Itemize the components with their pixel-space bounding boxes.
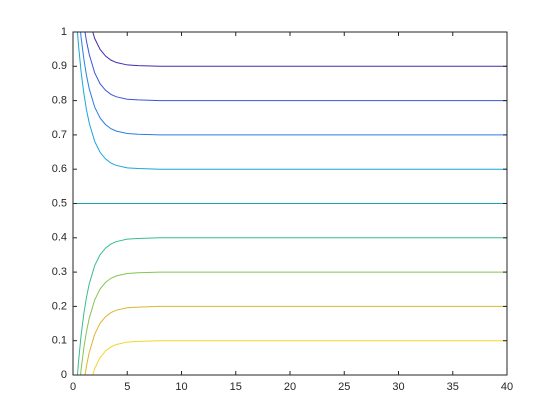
- series-line: [84, 32, 507, 102]
- series-line: [84, 305, 507, 375]
- y-tick-label: 0.4: [52, 232, 67, 244]
- plot-lines: [73, 32, 507, 375]
- x-tick-label: 25: [338, 381, 350, 393]
- y-tick-label: 0.5: [52, 197, 67, 209]
- y-tick-label: 0.3: [52, 266, 67, 278]
- series-line: [92, 340, 507, 375]
- x-tick-label: 10: [175, 381, 187, 393]
- y-tick-label: 0.2: [52, 300, 67, 312]
- x-tick-label: 5: [124, 381, 130, 393]
- series-line: [76, 32, 507, 170]
- x-tick-label: 40: [501, 381, 513, 393]
- series-line: [92, 32, 507, 67]
- series-line: [76, 237, 507, 375]
- y-tick-label: 0.9: [52, 60, 67, 72]
- y-tick-label: 1: [61, 26, 67, 38]
- x-tick-label: 0: [70, 381, 76, 393]
- x-tick-label: 35: [447, 381, 459, 393]
- y-tick-label: 0.6: [52, 163, 67, 175]
- y-tick-label: 0: [61, 369, 67, 381]
- series-line: [80, 32, 507, 136]
- x-tick-label: 30: [392, 381, 404, 393]
- x-tick-label: 20: [284, 381, 296, 393]
- y-tick-label: 0.7: [52, 129, 67, 141]
- series-line: [80, 271, 507, 375]
- y-tick-label: 0.1: [52, 335, 67, 347]
- y-tick-label: 0.8: [52, 95, 67, 107]
- x-tick-label: 15: [230, 381, 242, 393]
